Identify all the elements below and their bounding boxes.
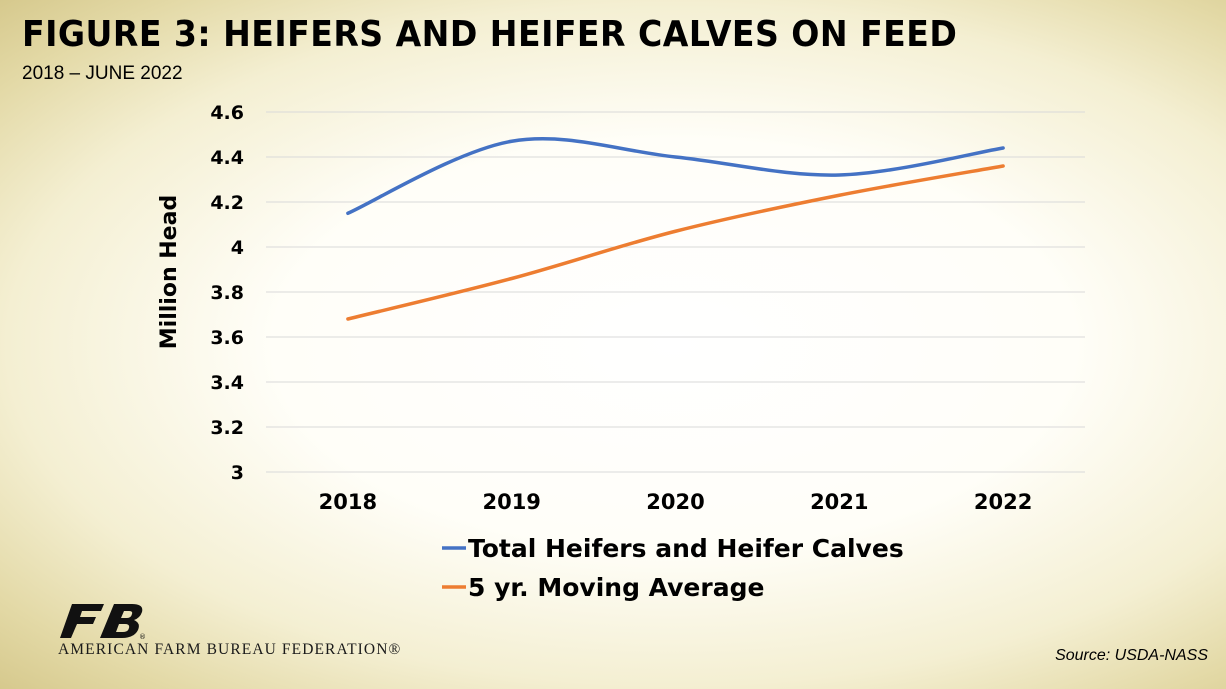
x-tick-label: 2022	[974, 490, 1032, 514]
y-tick-label: 4.4	[210, 147, 244, 169]
x-tick-label: 2020	[646, 490, 704, 514]
series-line-2	[346, 164, 1005, 321]
y-tick-label: 4.6	[210, 102, 244, 124]
x-tick-label: 2021	[810, 490, 868, 514]
y-tick-label: 4	[231, 237, 244, 259]
y-tick-label: 3.4	[210, 372, 244, 394]
x-axis-ticks: 2018 2019 2020 2021 2022	[319, 490, 1033, 514]
svg-text:®: ®	[139, 633, 146, 640]
y-axis-label: Million Head	[157, 195, 182, 349]
chart-legend: Total Heifers and Heifer Calves 5 yr. Mov…	[442, 534, 904, 602]
org-name: AMERICAN FARM BUREAU FEDERATION®	[58, 641, 402, 658]
y-tick-label: 4.2	[210, 192, 244, 214]
y-tick-label: 3.6	[210, 327, 244, 349]
page-title: FIGURE 3: HEIFERS AND HEIFER CALVES ON F…	[22, 14, 958, 55]
series-line-1	[346, 137, 1005, 215]
page-subtitle: 2018 – JUNE 2022	[22, 63, 183, 84]
y-tick-label: 3	[231, 462, 244, 484]
gridlines	[266, 111, 1085, 473]
legend-label: Total Heifers and Heifer Calves	[468, 534, 904, 563]
x-tick-label: 2019	[482, 490, 540, 514]
y-tick-label: 3.2	[210, 417, 244, 439]
x-tick-label: 2018	[319, 490, 377, 514]
chart-series	[346, 137, 1005, 321]
y-tick-label: 3.8	[210, 282, 244, 304]
legend-label: 5 yr. Moving Average	[468, 573, 764, 602]
fb-logo-icon: ®	[60, 604, 146, 640]
source-note: Source: USDA-NASS	[1055, 647, 1208, 664]
y-axis-ticks: 4.6 4.4 4.2 4 3.8 3.6 3.4 3.2 3	[210, 102, 244, 484]
